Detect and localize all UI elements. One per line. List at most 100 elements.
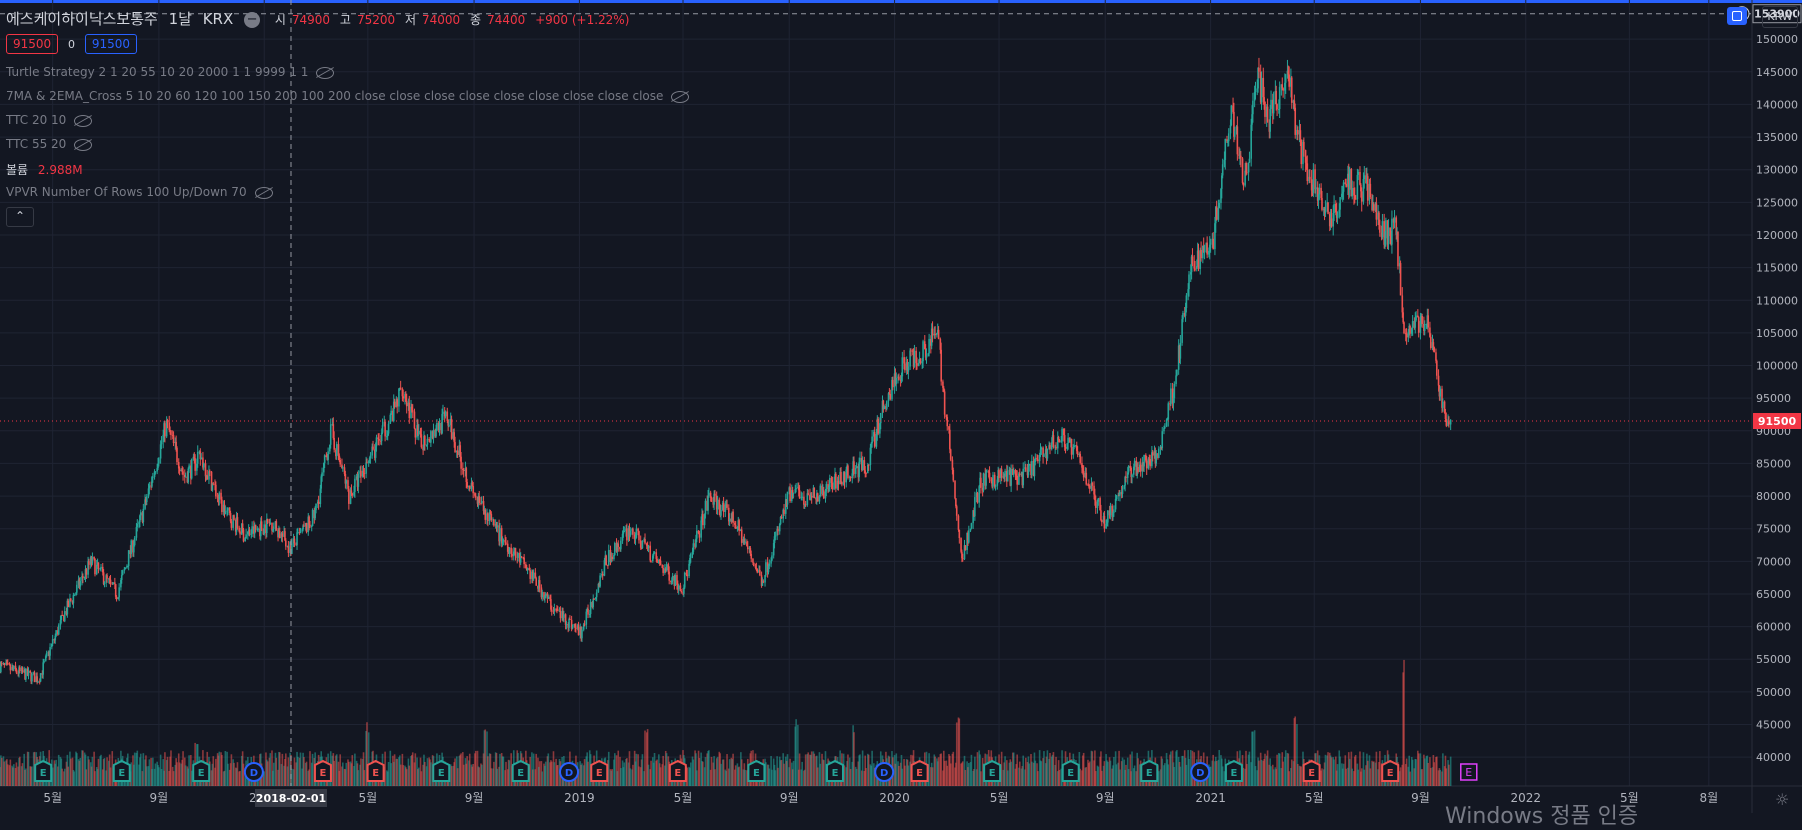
event-letter: E	[753, 768, 760, 779]
candle-body	[78, 579, 81, 587]
candle-body	[1057, 437, 1060, 440]
volume-bar	[1429, 757, 1431, 786]
volume-bar	[230, 754, 233, 786]
candle-body	[242, 529, 245, 542]
volume-bar	[356, 763, 359, 786]
indicator-ttc-20[interactable]: TTC 20 10	[6, 113, 93, 127]
candle-body	[845, 469, 848, 483]
buy-button[interactable]: 91500	[84, 34, 138, 54]
candle-body	[323, 455, 326, 464]
y-tick-label: 70000	[1756, 555, 1791, 568]
candle-body	[651, 555, 654, 562]
candle-body	[1135, 460, 1138, 476]
currency-button[interactable]: KRW	[1762, 6, 1798, 28]
candle-body	[819, 485, 822, 497]
volume-bar	[1185, 764, 1188, 786]
candle-body	[1384, 238, 1386, 245]
y-tick-label: 60000	[1756, 621, 1791, 634]
candle-body	[632, 528, 634, 535]
candle-body	[208, 471, 210, 480]
indicator-ma-cross[interactable]: 7MA & 2EMA_Cross 5 10 20 60 120 100 150 …	[6, 89, 690, 103]
sell-button[interactable]: 91500	[6, 34, 59, 54]
indicator-turtle[interactable]: Turtle Strategy 2 1 20 55 10 20 2000 1 1…	[6, 65, 335, 79]
candle-body	[108, 578, 111, 580]
volume-bar	[1333, 759, 1335, 786]
volume-bar	[387, 761, 390, 786]
eye-hidden-icon[interactable]	[254, 186, 273, 199]
candle-body	[1099, 498, 1101, 511]
volume-bar	[1160, 756, 1163, 786]
volume-bar	[1369, 768, 1372, 786]
candle-body	[783, 509, 785, 514]
candle-body	[1106, 522, 1108, 524]
candle-body	[1360, 191, 1363, 202]
candle-body	[431, 431, 434, 439]
candle-body	[144, 499, 146, 509]
candle-body	[1091, 483, 1094, 486]
volume-bar	[420, 771, 423, 786]
candle-body	[432, 430, 435, 439]
eye-hidden-icon[interactable]	[316, 66, 335, 79]
volume-bar	[621, 760, 624, 786]
minus-icon[interactable]: −	[244, 11, 261, 28]
volume-bar	[1247, 754, 1250, 786]
symbol-header: 에스케이하이닉스보통주 1날 KRX − 시 74900 고 75200 저 7400…	[6, 8, 641, 29]
candle-body	[1395, 217, 1398, 235]
eye-hidden-icon[interactable]	[74, 114, 93, 127]
indicator-vpvr[interactable]: VPVR Number Of Rows 100 Up/Down 70	[6, 185, 273, 199]
volume-bar	[481, 764, 483, 786]
collapse-legend-button[interactable]: ⌃	[6, 207, 34, 227]
price-chart[interactable]: 1500001450001400001350001300001250001200…	[0, 0, 1802, 813]
volume-bar	[1284, 756, 1286, 786]
volume-bar	[0, 757, 3, 786]
volume-bar	[182, 751, 184, 786]
candle-body	[448, 425, 450, 427]
fullscreen-icon[interactable]	[1727, 7, 1747, 25]
eye-hidden-icon[interactable]	[671, 90, 690, 103]
high-label: 고	[339, 13, 351, 27]
volume-bar	[307, 770, 310, 786]
candle-body	[470, 482, 473, 489]
volume-bar	[865, 768, 867, 786]
candle-body	[851, 473, 854, 479]
volume-bar	[289, 752, 291, 786]
candle-body	[278, 531, 281, 539]
candle-body	[423, 436, 425, 451]
candle-body	[1438, 385, 1441, 397]
candle-body	[552, 611, 555, 613]
candle-body	[359, 470, 361, 474]
candle-body	[1436, 360, 1438, 376]
volume-bar	[778, 756, 781, 786]
candle-body	[1304, 150, 1307, 163]
eye-hidden-icon[interactable]	[74, 138, 93, 151]
volume-bar	[652, 762, 655, 786]
candle-body	[236, 517, 239, 529]
candle-body	[918, 358, 921, 364]
interval-label[interactable]: 1날	[168, 10, 192, 28]
volume-bar	[133, 752, 136, 786]
candle-body	[797, 487, 800, 491]
settings-icon[interactable]: ☼	[1775, 790, 1790, 809]
volume-bar	[1403, 659, 1405, 786]
candle-body	[647, 545, 650, 549]
indicator-ttc-55[interactable]: TTC 55 20	[6, 137, 93, 151]
candle-body	[196, 452, 199, 464]
indicator-volume[interactable]: 볼륨 2.988M	[6, 161, 83, 178]
candle-body	[937, 329, 940, 339]
volume-bar	[502, 756, 505, 786]
volume-bar	[499, 753, 501, 786]
volume-bar	[1353, 756, 1356, 786]
candle-body	[939, 338, 942, 350]
volume-bar	[341, 766, 343, 786]
volume-bar	[357, 770, 360, 786]
candle-body	[1379, 225, 1381, 233]
volume-bar	[1286, 752, 1289, 786]
symbol-name[interactable]: 에스케이하이닉스보통주	[6, 10, 158, 28]
candle-body	[736, 526, 739, 529]
candle-body	[1048, 445, 1050, 449]
volume-bar	[1281, 752, 1284, 786]
volume-bar	[158, 767, 160, 786]
candle-body	[595, 597, 597, 600]
volume-bar	[297, 756, 299, 786]
volume-bar	[647, 764, 650, 786]
